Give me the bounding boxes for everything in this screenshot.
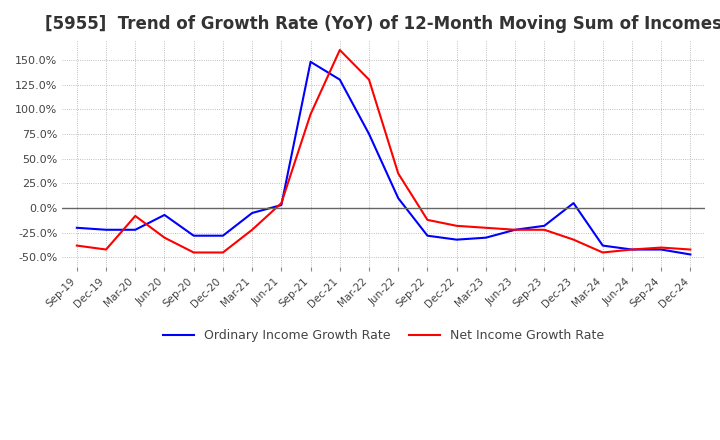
Net Income Growth Rate bbox=[277, 201, 286, 206]
Ordinary Income Growth Rate bbox=[131, 227, 140, 232]
Ordinary Income Growth Rate bbox=[598, 243, 607, 248]
Net Income Growth Rate bbox=[365, 77, 374, 82]
Net Income Growth Rate bbox=[510, 227, 519, 232]
Net Income Growth Rate bbox=[73, 243, 81, 248]
Legend: Ordinary Income Growth Rate, Net Income Growth Rate: Ordinary Income Growth Rate, Net Income … bbox=[158, 324, 610, 348]
Net Income Growth Rate bbox=[160, 235, 168, 240]
Net Income Growth Rate bbox=[306, 112, 315, 117]
Ordinary Income Growth Rate bbox=[306, 59, 315, 65]
Ordinary Income Growth Rate bbox=[452, 237, 461, 242]
Ordinary Income Growth Rate bbox=[394, 195, 402, 201]
Net Income Growth Rate bbox=[131, 213, 140, 219]
Net Income Growth Rate bbox=[102, 247, 110, 252]
Net Income Growth Rate bbox=[423, 217, 432, 223]
Ordinary Income Growth Rate bbox=[628, 247, 636, 252]
Ordinary Income Growth Rate bbox=[686, 252, 695, 257]
Ordinary Income Growth Rate bbox=[102, 227, 110, 232]
Ordinary Income Growth Rate bbox=[540, 223, 549, 228]
Net Income Growth Rate bbox=[336, 48, 344, 53]
Net Income Growth Rate bbox=[628, 247, 636, 252]
Net Income Growth Rate bbox=[657, 245, 665, 250]
Ordinary Income Growth Rate bbox=[423, 233, 432, 238]
Net Income Growth Rate bbox=[570, 237, 578, 242]
Ordinary Income Growth Rate bbox=[336, 77, 344, 82]
Ordinary Income Growth Rate bbox=[160, 213, 168, 218]
Line: Ordinary Income Growth Rate: Ordinary Income Growth Rate bbox=[77, 62, 690, 254]
Net Income Growth Rate bbox=[189, 250, 198, 255]
Ordinary Income Growth Rate bbox=[365, 131, 374, 136]
Title: [5955]  Trend of Growth Rate (YoY) of 12-Month Moving Sum of Incomes: [5955] Trend of Growth Rate (YoY) of 12-… bbox=[45, 15, 720, 33]
Net Income Growth Rate bbox=[482, 225, 490, 231]
Line: Net Income Growth Rate: Net Income Growth Rate bbox=[77, 50, 690, 253]
Ordinary Income Growth Rate bbox=[510, 227, 519, 232]
Ordinary Income Growth Rate bbox=[73, 225, 81, 231]
Ordinary Income Growth Rate bbox=[277, 202, 286, 208]
Net Income Growth Rate bbox=[219, 250, 228, 255]
Net Income Growth Rate bbox=[248, 227, 256, 232]
Ordinary Income Growth Rate bbox=[570, 201, 578, 206]
Ordinary Income Growth Rate bbox=[219, 233, 228, 238]
Ordinary Income Growth Rate bbox=[482, 235, 490, 240]
Ordinary Income Growth Rate bbox=[189, 233, 198, 238]
Net Income Growth Rate bbox=[394, 171, 402, 176]
Net Income Growth Rate bbox=[598, 250, 607, 255]
Net Income Growth Rate bbox=[452, 223, 461, 228]
Ordinary Income Growth Rate bbox=[248, 210, 256, 216]
Ordinary Income Growth Rate bbox=[657, 247, 665, 252]
Net Income Growth Rate bbox=[686, 247, 695, 252]
Net Income Growth Rate bbox=[540, 227, 549, 232]
